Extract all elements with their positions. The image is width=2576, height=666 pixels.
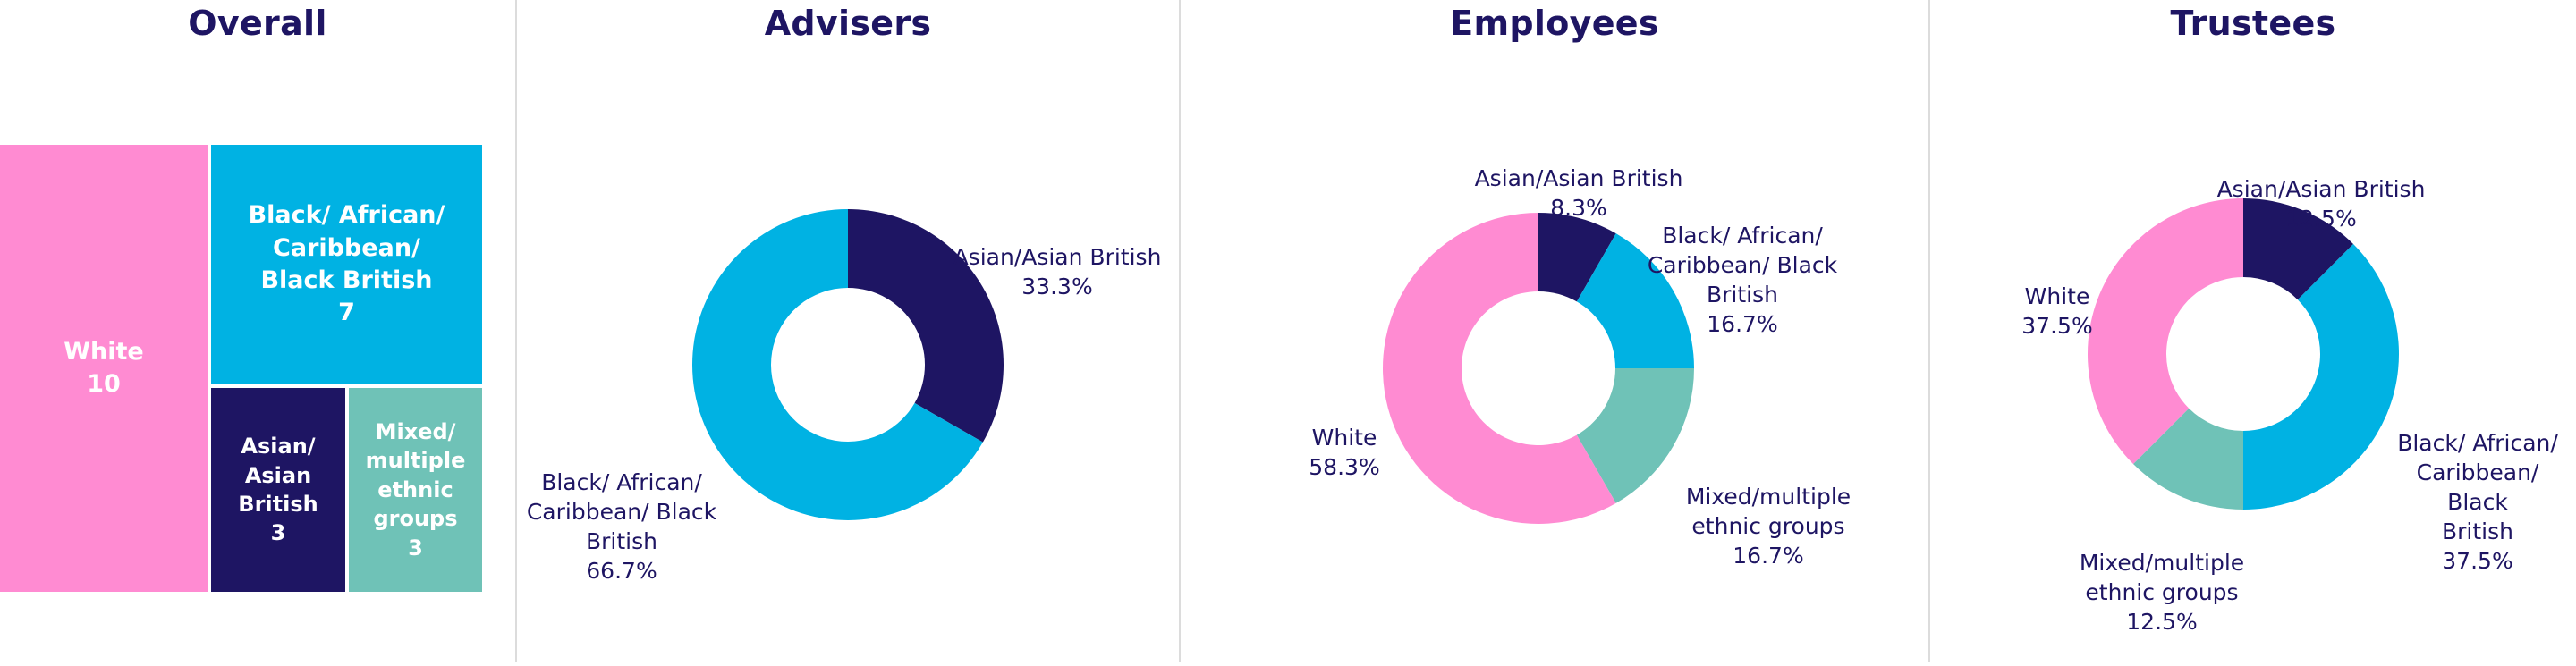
treemap-value: 3: [270, 520, 286, 546]
slice-percent: 37.5%: [2021, 313, 2093, 339]
treemap-label: Black/ African/ Caribbean/ Black British: [248, 201, 445, 294]
slice-name: White: [2024, 283, 2090, 309]
panel-divider: [1928, 0, 1930, 662]
slice-label-black: Black/ African/ Caribbean/ Black British…: [2383, 399, 2572, 605]
slice-name: Mixed/multiple ethnic groups: [1685, 484, 1852, 539]
employees-donut: [1383, 213, 1694, 524]
slice-percent: 66.7%: [586, 558, 657, 584]
slice-label-asian: Asian/Asian British 33.3%: [950, 213, 1165, 331]
slice-label-white: White 37.5%: [2012, 252, 2102, 370]
panel-divider: [515, 0, 517, 662]
panel-divider: [1179, 0, 1181, 662]
donut-slice: [2243, 198, 2354, 300]
slice-label-black: Black/ African/ Caribbean/ Black British…: [1644, 191, 1841, 368]
donut-slice: [1383, 213, 1616, 524]
donut-slice: [1538, 213, 1616, 302]
slice-name: Asian/Asian British: [1474, 165, 1683, 191]
overall-title: Overall: [188, 4, 327, 43]
donut-slice: [2132, 408, 2243, 510]
slice-name: Black/ African/ Caribbean/ Black British: [526, 469, 717, 554]
advisers-panel: Advisers: [517, 0, 1179, 662]
treemap-cell-black: Black/ African/ Caribbean/ Black British…: [211, 145, 482, 384]
slice-name: Mixed/multiple ethnic groups: [2079, 550, 2245, 605]
trustees-title: Trustees: [2170, 4, 2336, 43]
slice-percent: 16.7%: [1733, 543, 1804, 569]
employees-title: Employees: [1450, 4, 1659, 43]
slice-name: Black/ African/ Caribbean/ Black British: [2397, 430, 2558, 544]
treemap-value: 3: [408, 535, 423, 561]
slice-percent: 16.7%: [1707, 311, 1778, 337]
advisers-title: Advisers: [764, 4, 932, 43]
slice-label-mixed: Mixed/multiple ethnic groups 16.7%: [1665, 452, 1871, 600]
slice-label-asian: Asian/Asian British 8.3%: [1467, 134, 1690, 252]
treemap-label: White: [64, 337, 144, 366]
employees-panel: Employees: [1181, 0, 1928, 662]
treemap-cell-asian: Asian/ Asian British 3: [211, 388, 345, 592]
donut-slice: [2243, 243, 2399, 510]
slice-name: Asian/Asian British: [2216, 176, 2426, 202]
slice-percent: 8.3%: [1550, 195, 1607, 221]
slice-percent: 58.3%: [1309, 454, 1380, 480]
donut-slice: [1576, 368, 1694, 503]
slice-label-white: White 58.3%: [1295, 393, 1394, 511]
treemap-label: Asian/ Asian British: [238, 434, 318, 517]
treemap-label: Mixed/ multiple ethnic groups: [365, 419, 466, 532]
slice-label-black: Black/ African/ Caribbean/ Black British…: [519, 438, 724, 615]
slice-label-mixed: Mixed/multiple ethnic groups 12.5%: [2059, 518, 2265, 666]
slice-percent: 12.5%: [2126, 609, 2198, 635]
slice-percent: 12.5%: [2285, 206, 2357, 232]
treemap-value: 7: [338, 299, 355, 327]
treemap-value: 10: [87, 370, 121, 398]
slice-percent: 33.3%: [1021, 274, 1093, 299]
overall-panel: Overall White 10 Black/ African/ Caribbea…: [0, 0, 515, 662]
advisers-donut: [692, 209, 1004, 520]
treemap-cell-white: White 10: [0, 145, 208, 592]
donut-slice: [692, 209, 983, 520]
donut-slice: [1576, 233, 1694, 368]
slice-name: White: [1311, 425, 1377, 451]
slice-percent: 37.5%: [2442, 548, 2513, 574]
donut-slice: [848, 209, 1004, 443]
treemap-cell-mixed: Mixed/ multiple ethnic groups 3: [349, 388, 482, 592]
slice-name: Asian/Asian British: [953, 244, 1162, 270]
donut-slice: [2088, 198, 2243, 465]
trustees-panel: Trustees: [1930, 0, 2576, 662]
slice-label-asian: Asian/Asian British 12.5%: [2209, 145, 2433, 263]
slice-name: Black/ African/ Caribbean/ Black British: [1647, 223, 1838, 308]
trustees-donut: [2088, 198, 2399, 510]
